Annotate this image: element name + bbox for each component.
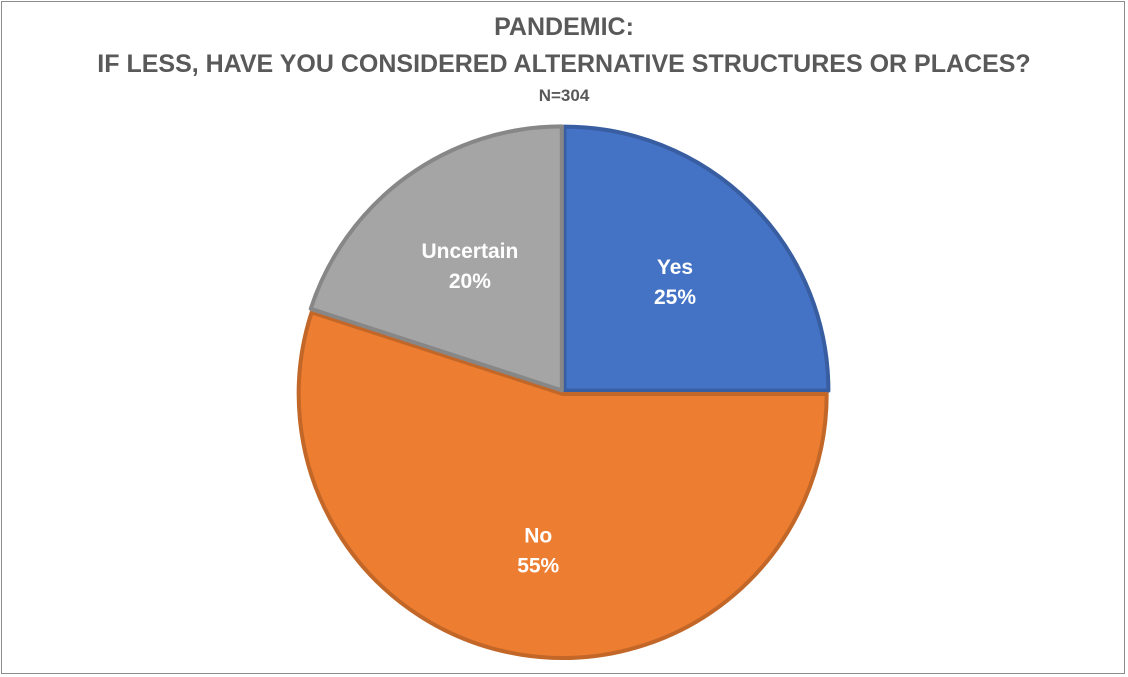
data-label-yes-percent: 25% [654,286,696,309]
chart-title-question: IF LESS, HAVE YOU CONSIDERED ALTERNATIVE… [97,50,1031,78]
data-label-yes-category: Yes [657,256,693,279]
data-label-no-category: No [524,524,552,547]
chart-title: PANDEMIC: [494,13,634,41]
pie-slice-uncertain [308,124,564,393]
pie-slice-no [296,310,829,660]
data-label-no-percent: 55% [517,554,559,577]
chart-subtitle: N=304 [538,86,590,105]
data-label-uncertain-percent: 20% [449,270,491,293]
pie-slice-yes [562,124,831,393]
data-label-uncertain-category: Uncertain [421,240,518,263]
